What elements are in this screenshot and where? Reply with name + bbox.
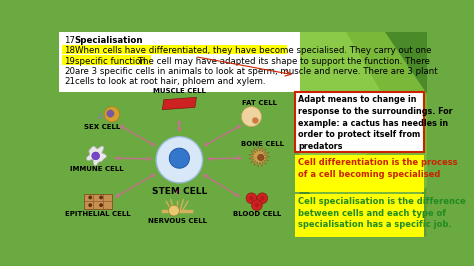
Bar xyxy=(295,155,423,192)
Circle shape xyxy=(246,193,257,204)
Polygon shape xyxy=(248,146,270,167)
Text: MUSCLE CELL: MUSCLE CELL xyxy=(153,88,206,94)
Circle shape xyxy=(258,154,264,160)
Polygon shape xyxy=(300,32,427,237)
Circle shape xyxy=(252,117,258,123)
Circle shape xyxy=(169,205,179,216)
Circle shape xyxy=(88,196,92,200)
Text: Adapt means to change in
response to the surroundings. For
example: a cactus has: Adapt means to change in response to the… xyxy=(298,95,453,151)
Polygon shape xyxy=(86,146,107,166)
Text: BONE CELL: BONE CELL xyxy=(241,141,284,147)
Text: Specialisation: Specialisation xyxy=(75,36,143,45)
Text: The cell may have adapted its shape to support the function. There: The cell may have adapted its shape to s… xyxy=(135,57,430,65)
Text: NERVOUS CELL: NERVOUS CELL xyxy=(147,218,207,224)
Polygon shape xyxy=(338,186,427,237)
Text: Cell specialisation is the difference
between cells and each type of
specialisat: Cell specialisation is the difference be… xyxy=(298,197,465,229)
Polygon shape xyxy=(385,32,427,94)
Circle shape xyxy=(255,203,259,207)
Text: FAT CELL: FAT CELL xyxy=(242,100,277,106)
Circle shape xyxy=(169,148,190,168)
Circle shape xyxy=(260,196,264,201)
Bar xyxy=(63,45,287,54)
Circle shape xyxy=(241,107,262,127)
Polygon shape xyxy=(300,32,400,186)
Text: SEX CELL: SEX CELL xyxy=(84,124,120,130)
Text: 18: 18 xyxy=(64,46,75,55)
Bar xyxy=(295,92,423,152)
Text: 21: 21 xyxy=(64,77,75,86)
Text: are 3 specific cells in animals to look at sperm, muscle and nerve. There are 3 : are 3 specific cells in animals to look … xyxy=(75,67,438,76)
Text: 17: 17 xyxy=(64,36,75,45)
Text: 19: 19 xyxy=(64,57,75,65)
Circle shape xyxy=(257,193,268,204)
Circle shape xyxy=(99,196,103,200)
Text: specific function.: specific function. xyxy=(75,57,148,65)
Polygon shape xyxy=(300,178,338,237)
Circle shape xyxy=(251,200,262,211)
Text: EPITHELIAL CELL: EPITHELIAL CELL xyxy=(65,211,131,217)
Text: When cells have differentiated, they have become specialised. They carry out one: When cells have differentiated, they hav… xyxy=(75,46,431,55)
Circle shape xyxy=(156,137,202,183)
Text: BLOOD CELL: BLOOD CELL xyxy=(233,211,281,217)
Circle shape xyxy=(88,203,92,207)
Circle shape xyxy=(104,107,120,122)
Text: cells to look at root hair, phloem and xylem.: cells to look at root hair, phloem and x… xyxy=(75,77,265,86)
Circle shape xyxy=(249,196,254,201)
Text: 20: 20 xyxy=(64,67,75,76)
Polygon shape xyxy=(162,97,196,110)
Text: Cell differentiation is the process
of a cell becoming specialised: Cell differentiation is the process of a… xyxy=(298,158,457,179)
Text: IMMUNE CELL: IMMUNE CELL xyxy=(70,166,123,172)
Circle shape xyxy=(107,110,114,117)
Text: STEM CELL: STEM CELL xyxy=(152,188,207,197)
Bar xyxy=(63,55,152,65)
Bar xyxy=(84,194,112,209)
Circle shape xyxy=(92,152,100,160)
Bar xyxy=(59,32,300,92)
Circle shape xyxy=(99,203,103,207)
Bar xyxy=(295,194,423,237)
